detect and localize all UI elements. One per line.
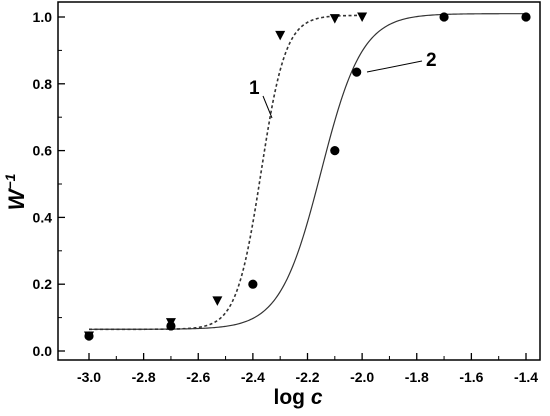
curve-label-2: 2	[426, 50, 437, 71]
data-markers	[84, 12, 531, 341]
y-tick-label: 0.4	[33, 209, 53, 225]
y-tick-label: 0.8	[33, 76, 53, 92]
x-tick-label: -2.6	[186, 369, 210, 385]
data-point-triangle	[329, 14, 340, 24]
annotation-leader-2	[366, 60, 423, 73]
x-axis-ticks: -3.0 -2.8 -2.6 -2.4 -2.2 -2.0 -1.8 -1.6 -1.4	[77, 353, 538, 385]
x-tick-label: -1.4	[514, 369, 538, 385]
x-tick-label: -2.4	[241, 369, 265, 385]
x-axis-title-main: log	[273, 386, 310, 409]
fit-curves	[89, 13, 527, 331]
y-axis-title-main: W	[4, 187, 29, 210]
curve-label-1: 1	[249, 78, 260, 99]
data-point-circle	[84, 331, 94, 341]
y-tick-label: 0.0	[33, 343, 53, 359]
y-tick-label: 0.6	[33, 143, 53, 159]
data-point-circle	[352, 67, 362, 77]
annotation-leader-1	[262, 95, 273, 119]
x-tick-label: -2.0	[350, 369, 374, 385]
data-point-circle	[166, 321, 176, 331]
data-point-circle	[439, 12, 449, 22]
curve-annotations: 12	[249, 50, 437, 119]
y-axis-title: W−1	[2, 173, 29, 210]
data-point-triangle	[275, 30, 286, 41]
y-tick-label: 0.2	[33, 276, 53, 292]
x-tick-label: -2.2	[295, 369, 319, 385]
x-tick-label: -1.6	[459, 369, 483, 385]
y-axis-ticks: 0.0 0.2 0.4 0.6 0.8 1.0	[33, 9, 65, 359]
data-point-triangle	[212, 296, 223, 306]
data-point-circle	[330, 146, 340, 156]
x-axis-title-variable: c	[311, 386, 323, 409]
y-tick-label: 1.0	[33, 9, 53, 25]
x-tick-label: -1.8	[405, 369, 429, 385]
plot-frame	[57, 1, 541, 361]
y-axis-title-exponent: −1	[2, 173, 18, 189]
data-point-circle	[248, 279, 258, 289]
data-point-circle	[521, 12, 531, 22]
x-axis-title: log c	[273, 386, 322, 409]
fit-curve-series-2	[89, 13, 527, 330]
x-tick-label: -2.8	[132, 369, 156, 385]
data-point-triangle	[357, 12, 368, 22]
x-tick-label: -3.0	[77, 369, 101, 385]
